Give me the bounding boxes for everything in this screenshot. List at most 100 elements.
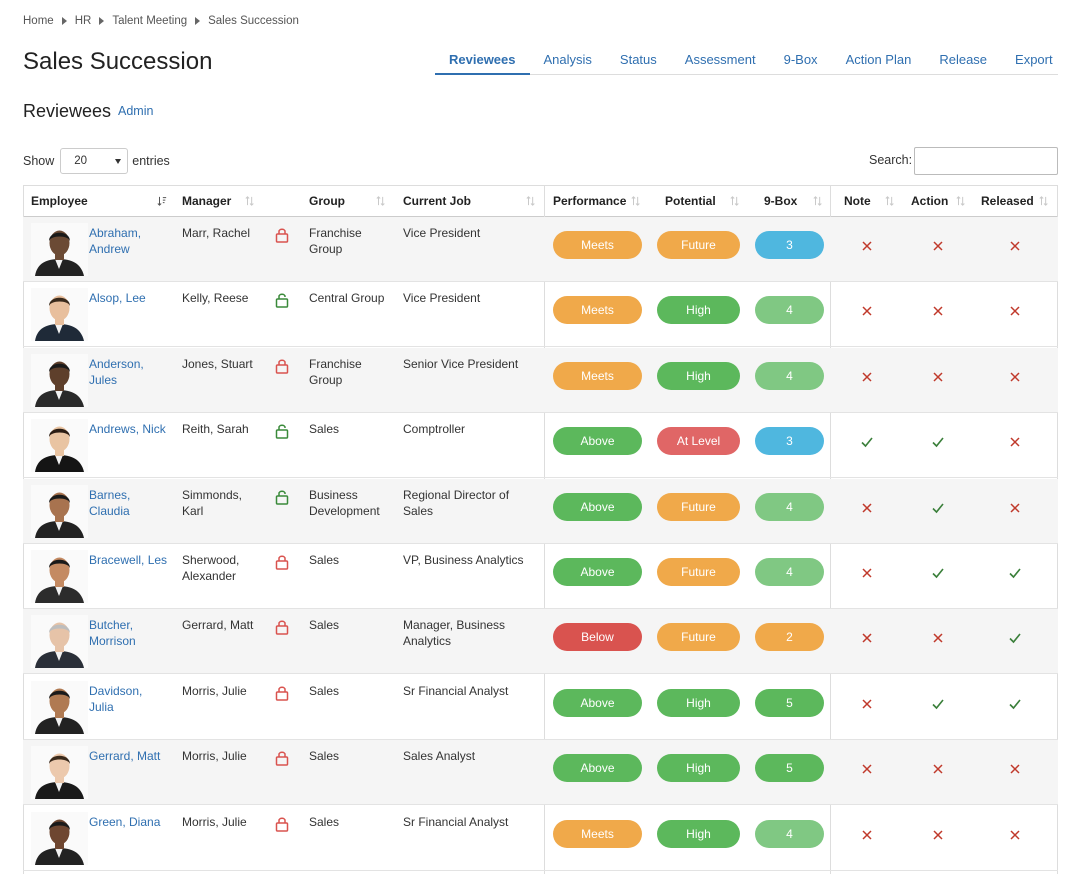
manager-name: Kelly, Reese	[182, 290, 248, 306]
lock-icon[interactable]	[275, 619, 289, 636]
potential-badge[interactable]: High	[657, 688, 740, 717]
employee-link[interactable]: Green, Diana	[89, 814, 169, 830]
column-header-group[interactable]: Group	[309, 194, 345, 208]
potential-badge[interactable]: Future	[657, 492, 740, 521]
employee-link[interactable]: Barnes, Claudia	[89, 487, 169, 519]
sort-icon[interactable]	[730, 195, 740, 207]
tab-reviewees[interactable]: Reviewees	[435, 44, 530, 75]
avatar	[31, 484, 88, 538]
sort-icon[interactable]	[631, 195, 641, 207]
employee-link[interactable]: Butcher, Morrison	[89, 617, 169, 649]
sort-icon[interactable]	[376, 195, 386, 207]
breadcrumb-hr[interactable]: HR	[74, 15, 92, 27]
employee-link[interactable]: Davidson, Julia	[89, 683, 169, 715]
column-header-current-job[interactable]: Current Job	[403, 194, 472, 208]
nine-box-badge[interactable]: 4	[755, 361, 824, 390]
potential-badge[interactable]: Future	[657, 623, 740, 652]
tab-status[interactable]: Status	[619, 52, 657, 67]
potential-badge[interactable]: High	[657, 296, 740, 325]
employee-link[interactable]: Andrews, Nick	[89, 421, 169, 437]
nine-box-badge[interactable]: 2	[755, 623, 824, 652]
potential-badge[interactable]: Future	[657, 231, 740, 259]
sort-icon[interactable]	[813, 195, 823, 207]
column-header-employee[interactable]: Employee	[31, 194, 88, 208]
tab-action-plan[interactable]: Action Plan	[845, 52, 912, 67]
note-cross-icon	[862, 568, 872, 578]
sort-icon[interactable]	[245, 195, 255, 207]
lock-icon[interactable]	[275, 750, 289, 766]
tab-assessment[interactable]: Assessment	[684, 52, 756, 67]
current-job-line: Regional Director of	[403, 487, 510, 502]
column-header-performance[interactable]: Performance	[553, 194, 627, 208]
manager-name: Sherwood, Alexander	[182, 552, 239, 584]
note-cross-icon	[862, 764, 872, 774]
nine-box-badge[interactable]: 4	[755, 558, 824, 586]
tab-analysis[interactable]: Analysis	[543, 52, 592, 67]
avatar	[31, 353, 88, 407]
action-cross-icon	[933, 372, 943, 382]
avatar-photo	[31, 419, 88, 473]
unlock-icon[interactable]	[275, 423, 289, 439]
column-header-released[interactable]: Released	[981, 194, 1034, 208]
manager-name-line: Marr, Rachel	[182, 226, 251, 240]
employee-link-line: Julia	[89, 699, 114, 714]
breadcrumb-home[interactable]: Home	[23, 15, 54, 27]
employee-link[interactable]: Anderson, Jules	[89, 356, 169, 388]
performance-badge[interactable]: Meets	[553, 819, 642, 848]
potential-badge[interactable]: High	[657, 754, 740, 783]
performance-badge[interactable]: Above	[553, 688, 642, 717]
potential-badge[interactable]: Future	[657, 558, 740, 586]
lock-icon[interactable]	[275, 685, 289, 701]
sort-ascending-icon[interactable]	[157, 195, 167, 207]
nine-box-badge[interactable]: 4	[755, 296, 824, 325]
unlock-icon[interactable]	[275, 292, 289, 309]
nine-box-badge[interactable]: 5	[755, 754, 824, 783]
sort-icon[interactable]	[885, 195, 895, 207]
group-name: Franchise Group	[309, 356, 362, 388]
employee-link[interactable]: Abraham, Andrew	[89, 225, 169, 257]
column-header-note[interactable]: Note	[844, 194, 871, 208]
employee-link[interactable]: Gerrard, Matt	[89, 748, 169, 764]
performance-badge[interactable]: Below	[553, 623, 642, 652]
unlock-icon[interactable]	[275, 489, 289, 505]
employee-link-line: Andrews, Nick	[89, 422, 166, 437]
entries-select[interactable]: 20	[60, 148, 129, 174]
column-header-action[interactable]: Action	[911, 194, 949, 208]
nine-box-badge[interactable]: 4	[755, 492, 824, 521]
lock-icon[interactable]	[275, 816, 289, 832]
nine-box-badge[interactable]: 4	[755, 819, 824, 848]
employee-link[interactable]: Bracewell, Les	[89, 552, 169, 568]
column-header-potential[interactable]: Potential	[665, 194, 716, 208]
performance-badge[interactable]: Above	[553, 754, 642, 783]
tab-9-box[interactable]: 9-Box	[783, 52, 818, 67]
lock-icon[interactable]	[275, 358, 289, 374]
potential-badge[interactable]: High	[657, 361, 740, 390]
column-header-manager[interactable]: Manager	[182, 194, 232, 208]
tab-release[interactable]: Release	[939, 52, 988, 67]
performance-badge[interactable]: Above	[553, 427, 642, 456]
released-cross-icon	[1010, 830, 1020, 840]
nine-box-badge[interactable]: 3	[755, 427, 824, 456]
sort-icon[interactable]	[1039, 195, 1049, 207]
performance-badge[interactable]: Above	[553, 492, 642, 521]
performance-badge[interactable]: Meets	[553, 361, 642, 390]
nine-box-badge[interactable]: 5	[755, 688, 824, 717]
breadcrumb-talent-meeting[interactable]: Talent Meeting	[112, 15, 188, 27]
potential-badge[interactable]: High	[657, 819, 740, 848]
performance-badge[interactable]: Above	[553, 558, 642, 586]
employee-link[interactable]: Alsop, Lee	[89, 290, 169, 306]
column-header-9-box[interactable]: 9-Box	[764, 194, 798, 208]
current-job-line: Vice President	[403, 291, 481, 306]
tab-export[interactable]: Export	[1015, 52, 1053, 67]
released-check-icon	[1009, 568, 1021, 579]
lock-icon[interactable]	[275, 227, 289, 243]
performance-badge[interactable]: Meets	[553, 231, 642, 259]
potential-badge[interactable]: At Level	[657, 427, 740, 456]
nine-box-badge[interactable]: 3	[755, 231, 824, 259]
lock-icon[interactable]	[275, 554, 289, 570]
admin-link[interactable]: Admin	[118, 104, 154, 118]
performance-badge[interactable]: Meets	[553, 296, 642, 325]
sort-icon[interactable]	[956, 195, 966, 207]
search-input[interactable]	[914, 147, 1058, 175]
sort-icon[interactable]	[526, 195, 536, 207]
